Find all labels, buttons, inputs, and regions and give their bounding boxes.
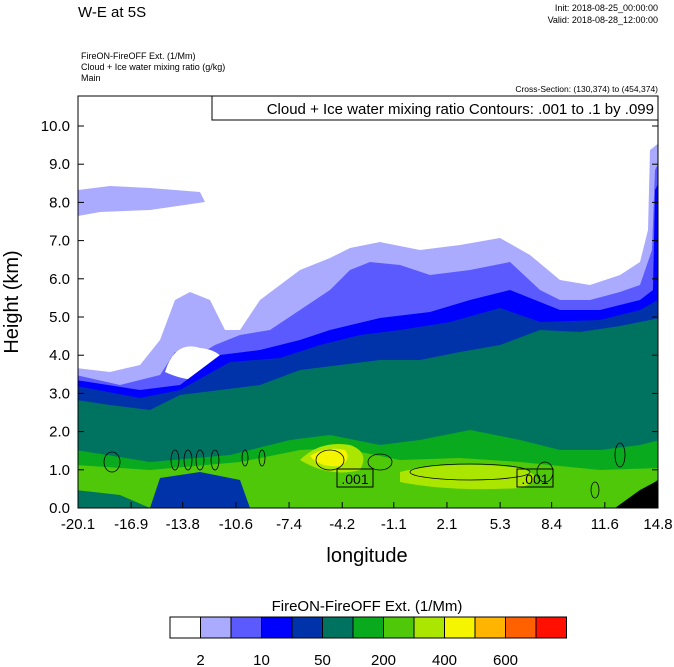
y-tick-label: 6.0 <box>49 271 70 288</box>
contour-label-box <box>516 468 554 488</box>
contour-line <box>590 481 600 499</box>
x-tick-label: 2.1 <box>437 516 458 533</box>
contour-line <box>315 449 345 471</box>
colorbar-swatch <box>230 616 262 639</box>
y-tick-label: 8.0 <box>49 194 70 211</box>
colorbar-swatch <box>200 616 232 639</box>
colorbar-tick-label: 2 <box>196 652 204 667</box>
contour-line <box>241 449 249 467</box>
contour-line <box>210 449 220 471</box>
contour-line <box>409 463 531 481</box>
valid-time: Valid: 2018-08-28_12:00:00 <box>548 15 658 25</box>
low-band-50-100 <box>150 472 250 508</box>
colorbar-swatch <box>413 616 445 639</box>
y-tick-label: 4.0 <box>49 347 70 364</box>
colorbar-swatch <box>261 616 293 639</box>
contour-line <box>195 449 205 471</box>
band-400-500-patch-2 <box>400 464 535 490</box>
contour-info: Cloud + Ice water mixing ratio Contours:… <box>267 101 654 118</box>
x-tick-label: -20.1 <box>61 516 95 533</box>
y-tick-label: 9.0 <box>49 156 70 173</box>
init-time: Init: 2018-08-25_00:00:00 <box>555 3 658 13</box>
x-tick-label: 5.3 <box>490 516 511 533</box>
chart-title: W-E at 5S <box>78 4 146 21</box>
x-tick-label: 14.8 <box>643 516 672 533</box>
y-tick-label: 0.0 <box>49 500 70 517</box>
contour-line <box>367 453 393 471</box>
contour-lines: .001 .001 <box>103 442 626 499</box>
x-tick-label: -10.6 <box>219 516 253 533</box>
y-tick-label: 5.0 <box>49 309 70 326</box>
contour-line-label: .001 <box>521 471 548 487</box>
colorbar-tick-label: 10 <box>253 652 270 667</box>
colorbar-swatch <box>505 616 537 639</box>
low-band-teal <box>78 490 150 508</box>
colorbar-swatch <box>322 616 354 639</box>
colorbar-swatch <box>444 616 476 639</box>
colorbar-tick-label: 600 <box>493 652 518 667</box>
colorbar-swatch <box>383 616 415 639</box>
y-tick-label: 3.0 <box>49 385 70 402</box>
field-label-2: Cloud + Ice water mixing ratio (g/kg) <box>81 62 225 72</box>
x-tick-label: -13.8 <box>166 516 200 533</box>
cross-section-label: Cross-Section: (130,374) to (454,374) <box>515 84 658 94</box>
x-tick-label: -16.9 <box>114 516 148 533</box>
y-tick-label: 10.0 <box>41 118 70 135</box>
contour-info-box <box>211 95 659 121</box>
contour-line <box>183 449 193 471</box>
colorbar-tick-label: 50 <box>314 652 331 667</box>
y-tick-label: 7.0 <box>49 233 70 250</box>
x-tick-label: 8.4 <box>541 516 562 533</box>
contour-line <box>170 449 180 471</box>
x-tick-label: -7.4 <box>276 516 302 533</box>
colorbar-title: FireON-FireOFF Ext. (1/Mm) <box>272 598 463 615</box>
y-tick-label: 1.0 <box>49 462 70 479</box>
filled-field <box>78 96 658 508</box>
terrain <box>615 479 658 508</box>
colorbar-swatch <box>169 616 201 639</box>
contour-line <box>103 451 121 473</box>
contour-line <box>614 442 626 468</box>
y-axis-label: Height (km) <box>1 250 23 353</box>
colorbar-tick-label: 200 <box>371 652 396 667</box>
colorbar-swatch <box>352 616 384 639</box>
colorbar: 2 10 50 200 400 600 <box>169 616 567 667</box>
y-tick-label: 2.0 <box>49 424 70 441</box>
x-tick-label: 11.6 <box>591 516 619 533</box>
x-tick-label: -4.2 <box>329 516 355 533</box>
colorbar-tick-label: 400 <box>432 652 457 667</box>
colorbar-swatch <box>535 616 567 639</box>
x-tick-label: -1.1 <box>381 516 407 533</box>
field-label-3: Main <box>81 73 101 83</box>
field-label-1: FireON-FireOFF Ext. (1/Mm) <box>81 51 196 61</box>
colorbar-swatch <box>291 616 323 639</box>
contour-line <box>258 449 266 467</box>
x-axis-label: longitude <box>326 545 407 567</box>
band-2-10-patch <box>78 186 205 216</box>
contour-label-box <box>336 468 374 488</box>
contour-line-label: .001 <box>341 471 368 487</box>
colorbar-swatch <box>474 616 506 639</box>
